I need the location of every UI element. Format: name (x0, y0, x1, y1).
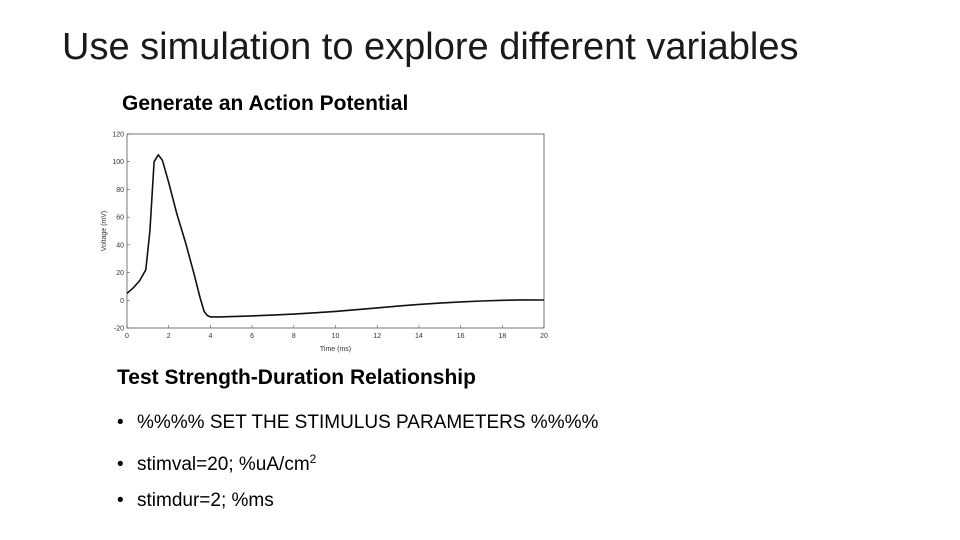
bullet-dot-icon: • (117, 412, 124, 433)
y-tick-label: 80 (116, 187, 124, 194)
x-tick-label: 10 (332, 333, 340, 340)
subtitle: Generate an Action Potential (122, 92, 409, 115)
x-tick-label: 16 (457, 333, 465, 340)
x-tick-label: 2 (167, 333, 171, 340)
bullet-text: %%%% SET THE STIMULUS PARAMETERS %%%% (137, 412, 599, 433)
voltage-trace-line (126, 154, 545, 318)
y-tick-label: 0 (120, 298, 124, 305)
y-axis-label: Voltage (mV) (101, 211, 108, 251)
bullet-text: stimdur=2; %ms (137, 490, 274, 511)
x-tick-label: 18 (498, 333, 506, 340)
bullet-list: • %%%% SET THE STIMULUS PARAMETERS %%%% •… (117, 405, 598, 519)
y-tick-label: 40 (116, 242, 124, 249)
bullet-text: stimval=20; %uA/cm (137, 454, 310, 475)
bullet-superscript: 2 (309, 452, 317, 466)
x-tick-label: 20 (540, 333, 548, 340)
bullet-dot-icon: • (117, 490, 124, 511)
y-tick-label: 20 (116, 270, 124, 277)
y-tick-label: -20 (114, 326, 124, 333)
section-heading: Test Strength-Duration Relationship (117, 366, 476, 389)
x-tick-label: 0 (125, 333, 129, 340)
y-tick-label: 120 (112, 132, 124, 139)
x-tick-label: 8 (292, 333, 296, 340)
y-tick-label: 100 (112, 159, 124, 166)
slide-title: Use simulation to explore different vari… (62, 26, 799, 68)
x-tick-label: 12 (373, 333, 381, 340)
bullet-item: • %%%% SET THE STIMULUS PARAMETERS %%%% (117, 405, 598, 441)
y-tick-label: 60 (116, 215, 124, 222)
x-tick-label: 4 (208, 333, 212, 340)
x-tick-label: 6 (250, 333, 254, 340)
action-potential-chart: 0 2 4 6 8 10 12 14 16 18 20120100806040200-20Time … (101, 132, 548, 354)
x-tick-label: 14 (415, 333, 423, 340)
x-axis-label: Time (ms) (320, 346, 351, 353)
bullet-item: • stimdur=2; %ms (117, 483, 598, 519)
bullet-item: • stimval=20; %uA/cm2 (117, 441, 598, 483)
plot-frame (126, 133, 545, 329)
bullet-dot-icon: • (117, 454, 124, 475)
